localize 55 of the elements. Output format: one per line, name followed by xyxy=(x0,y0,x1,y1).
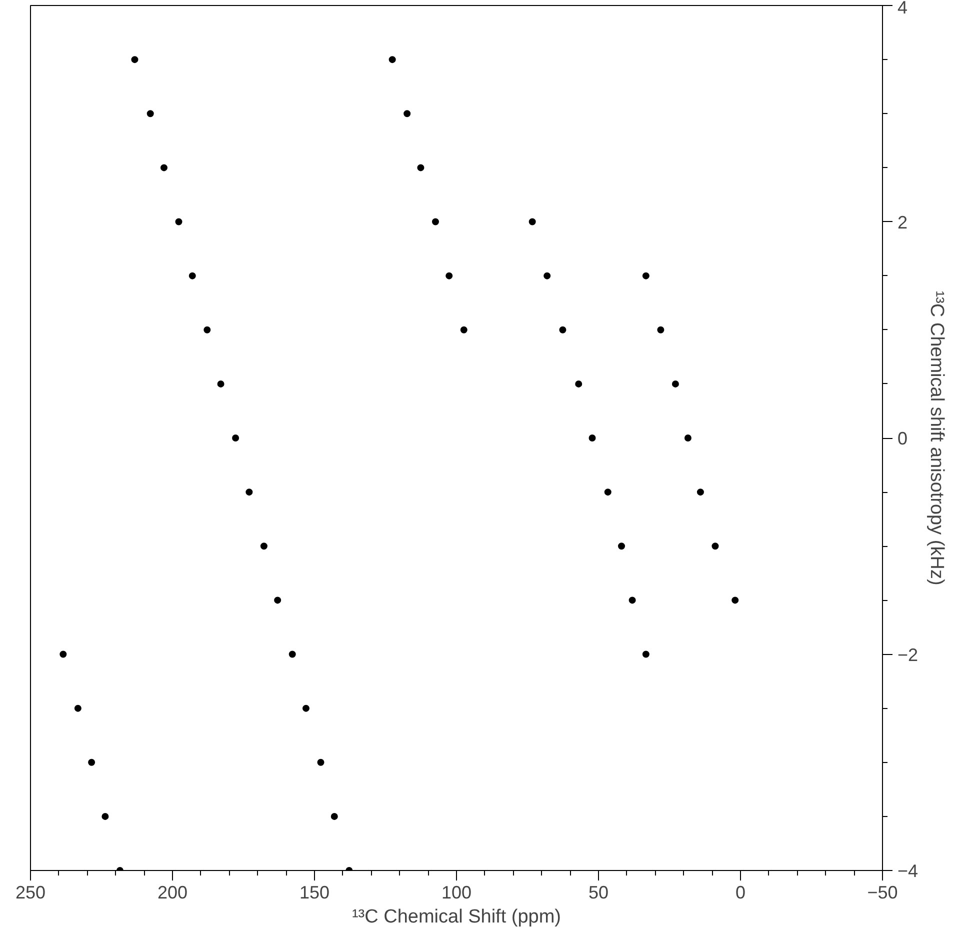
point xyxy=(528,218,536,226)
point xyxy=(175,218,182,226)
y-tick-label: 0 xyxy=(898,428,908,448)
point xyxy=(74,704,82,712)
point xyxy=(432,218,439,226)
x-tick-label: 250 xyxy=(15,882,46,902)
y-axis-title: ¹³C Chemical shift anisotropy (kHz) xyxy=(926,290,948,586)
point xyxy=(274,596,282,604)
point xyxy=(712,542,719,550)
point xyxy=(217,380,224,388)
point xyxy=(131,56,138,64)
point xyxy=(544,272,551,280)
x-axis-title: ¹³C Chemical Shift (ppm) xyxy=(352,906,562,928)
point xyxy=(102,812,109,820)
point xyxy=(642,272,650,280)
point xyxy=(604,488,612,496)
point xyxy=(188,272,196,280)
point xyxy=(88,758,96,766)
point xyxy=(388,56,396,64)
point xyxy=(618,542,626,550)
x-tick-label: 50 xyxy=(588,882,609,902)
y-tick-label: 2 xyxy=(898,212,908,232)
point xyxy=(446,272,453,280)
point xyxy=(288,650,296,658)
point xyxy=(672,380,679,388)
point xyxy=(684,434,692,442)
x-tick-label: 200 xyxy=(157,882,188,902)
point xyxy=(642,650,650,658)
x-tick-label: −50 xyxy=(867,882,898,902)
x-tick-label: 150 xyxy=(299,882,330,902)
point xyxy=(146,110,154,118)
point xyxy=(204,326,211,334)
point xyxy=(559,326,566,334)
x-tick-label: 100 xyxy=(441,882,472,902)
x-tick-label: 0 xyxy=(735,882,746,902)
point xyxy=(575,380,582,388)
point xyxy=(260,542,268,550)
point xyxy=(628,596,636,604)
point xyxy=(460,326,468,334)
point xyxy=(60,650,67,658)
point xyxy=(588,434,596,442)
point xyxy=(732,596,739,604)
point xyxy=(696,488,704,496)
point xyxy=(404,110,411,118)
y-tick-label: 4 xyxy=(898,0,908,18)
point xyxy=(246,488,253,496)
point xyxy=(160,164,168,172)
point xyxy=(417,164,424,172)
point xyxy=(657,326,664,334)
y-tick-label: −2 xyxy=(898,644,918,665)
point xyxy=(317,758,324,766)
point xyxy=(232,434,240,442)
y-tick-label: −4 xyxy=(898,861,918,881)
point xyxy=(302,704,310,712)
point xyxy=(330,812,338,820)
